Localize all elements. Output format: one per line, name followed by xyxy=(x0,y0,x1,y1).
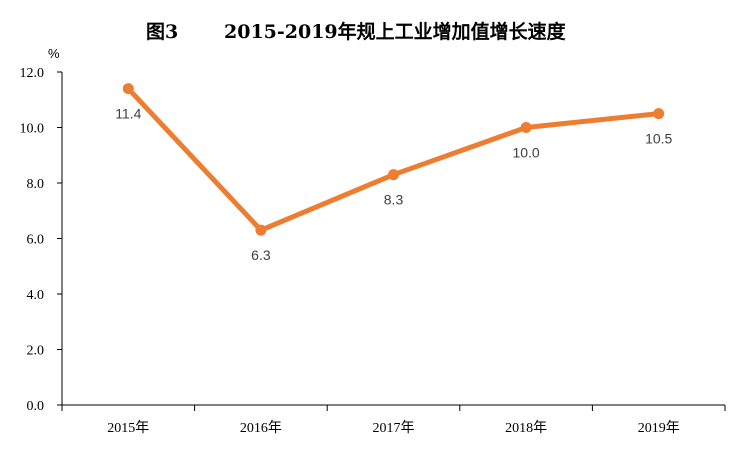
data-point xyxy=(653,108,665,120)
x-tick-label: 2016年 xyxy=(240,420,282,436)
chart-title-prefix: 图3 xyxy=(146,21,178,43)
y-tick-labels: 0.0 2.0 4.0 6.0 8.0 10.0 12.0 xyxy=(20,66,45,414)
data-point xyxy=(255,224,267,236)
data-point xyxy=(122,83,134,95)
x-tick-label: 2019年 xyxy=(638,420,680,436)
series-line-group xyxy=(122,83,665,236)
y-tick-label: 10.0 xyxy=(20,122,45,137)
y-tick-label: 12.0 xyxy=(20,66,45,81)
y-tick-label: 8.0 xyxy=(27,177,45,192)
data-label: 6.3 xyxy=(251,247,271,263)
x-tick-labels: 2015年 2016年 2017年 2018年 2019年 xyxy=(107,420,679,436)
x-tick-label: 2017年 xyxy=(373,420,415,436)
x-tick-label: 2015年 xyxy=(107,420,149,436)
axes xyxy=(57,71,726,411)
y-tick-label: 4.0 xyxy=(27,288,45,303)
y-tick-label: 6.0 xyxy=(27,233,45,248)
y-axis-unit: % xyxy=(48,46,60,61)
data-point xyxy=(388,169,399,181)
data-label: 10.0 xyxy=(512,145,539,161)
chart-title: 2015-2019年规上工业增加值增长速度 xyxy=(224,20,567,43)
data-label: 10.5 xyxy=(645,131,672,147)
data-label: 8.3 xyxy=(384,192,404,208)
x-tick-label: 2018年 xyxy=(505,420,547,436)
data-label: 11.4 xyxy=(115,106,141,122)
data-label-group: 11.4 6.3 8.3 10.0 10.5 xyxy=(115,106,672,264)
y-tick-label: 0.0 xyxy=(27,399,45,414)
data-point xyxy=(520,122,532,133)
y-tick-label: 2.0 xyxy=(27,344,45,359)
series-line xyxy=(125,86,662,233)
